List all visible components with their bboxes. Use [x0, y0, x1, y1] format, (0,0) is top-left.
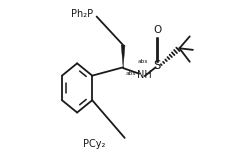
- Text: abs: abs: [125, 71, 136, 76]
- Text: S: S: [153, 59, 160, 72]
- Text: abs: abs: [137, 59, 147, 64]
- Text: O: O: [152, 25, 161, 35]
- Text: NH: NH: [136, 70, 151, 80]
- Polygon shape: [121, 45, 124, 67]
- Text: Ph₂P: Ph₂P: [70, 9, 92, 19]
- Text: PCy₂: PCy₂: [82, 139, 104, 149]
